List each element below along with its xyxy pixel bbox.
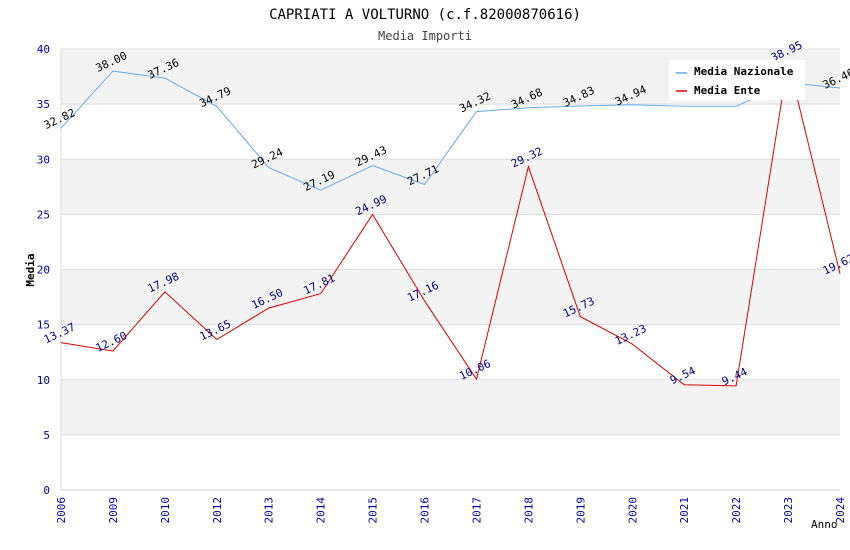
x-tick-labels: 2006 2009 2010 2012 2013 2014 2015 2016 2017 2018… bbox=[55, 497, 847, 524]
x-tick-label: 2013 bbox=[263, 497, 276, 524]
x-tick-label: 2010 bbox=[159, 497, 172, 524]
x-tick-label: 2022 bbox=[730, 497, 743, 524]
x-tick-label: 2017 bbox=[470, 497, 483, 524]
y-tick-label: 30 bbox=[37, 153, 50, 166]
y-tick-label: 20 bbox=[37, 264, 50, 277]
y-tick-label: 40 bbox=[37, 43, 50, 56]
x-tick-label: 2021 bbox=[678, 497, 691, 524]
y-axis-label: Media bbox=[24, 253, 37, 286]
y-tick-label: 35 bbox=[37, 98, 50, 111]
y-tick-label: 0 bbox=[43, 484, 50, 497]
grid-band bbox=[61, 214, 840, 270]
x-tick-label: 2014 bbox=[315, 497, 328, 524]
y-tick-label: 10 bbox=[37, 374, 50, 387]
x-tick-label: 2019 bbox=[574, 497, 587, 524]
chart-subtitle: Media Importi bbox=[378, 29, 472, 43]
y-tick-label: 25 bbox=[37, 208, 50, 221]
x-tick-label: 2018 bbox=[522, 497, 535, 524]
legend: Media Nazionale Media Ente bbox=[669, 60, 805, 100]
y-tick-label: 15 bbox=[37, 319, 50, 332]
x-axis-label: Anno bbox=[811, 518, 838, 531]
grid-band bbox=[61, 159, 840, 215]
x-tick-label: 2016 bbox=[419, 497, 432, 524]
x-tick-label: 2020 bbox=[626, 497, 639, 524]
legend-label-ente: Media Ente bbox=[694, 84, 761, 97]
legend-label-nazionale: Media Nazionale bbox=[694, 65, 794, 78]
x-tick-label: 2024 bbox=[834, 497, 847, 524]
chart-title: CAPRIATI A VOLTURNO (c.f.82000870616) bbox=[269, 7, 581, 23]
y-tick-label: 5 bbox=[43, 429, 50, 442]
x-tick-label: 2006 bbox=[55, 497, 68, 524]
grid-band bbox=[61, 434, 840, 490]
background-bands bbox=[61, 49, 840, 490]
grid-band bbox=[61, 104, 840, 160]
legend-box bbox=[669, 60, 805, 100]
series-line bbox=[60, 70, 841, 191]
x-tick-label: 2015 bbox=[367, 497, 380, 524]
y-tick-labels: 0 5 10 15 20 25 30 35 40 bbox=[37, 43, 50, 497]
grid-band bbox=[61, 324, 840, 380]
series-lines bbox=[60, 60, 841, 387]
x-tick-label: 2023 bbox=[782, 497, 795, 524]
x-tick-label: 2012 bbox=[211, 497, 224, 524]
series-line bbox=[60, 60, 841, 387]
x-tick-label: 2009 bbox=[107, 497, 120, 524]
grid-band bbox=[61, 379, 840, 435]
